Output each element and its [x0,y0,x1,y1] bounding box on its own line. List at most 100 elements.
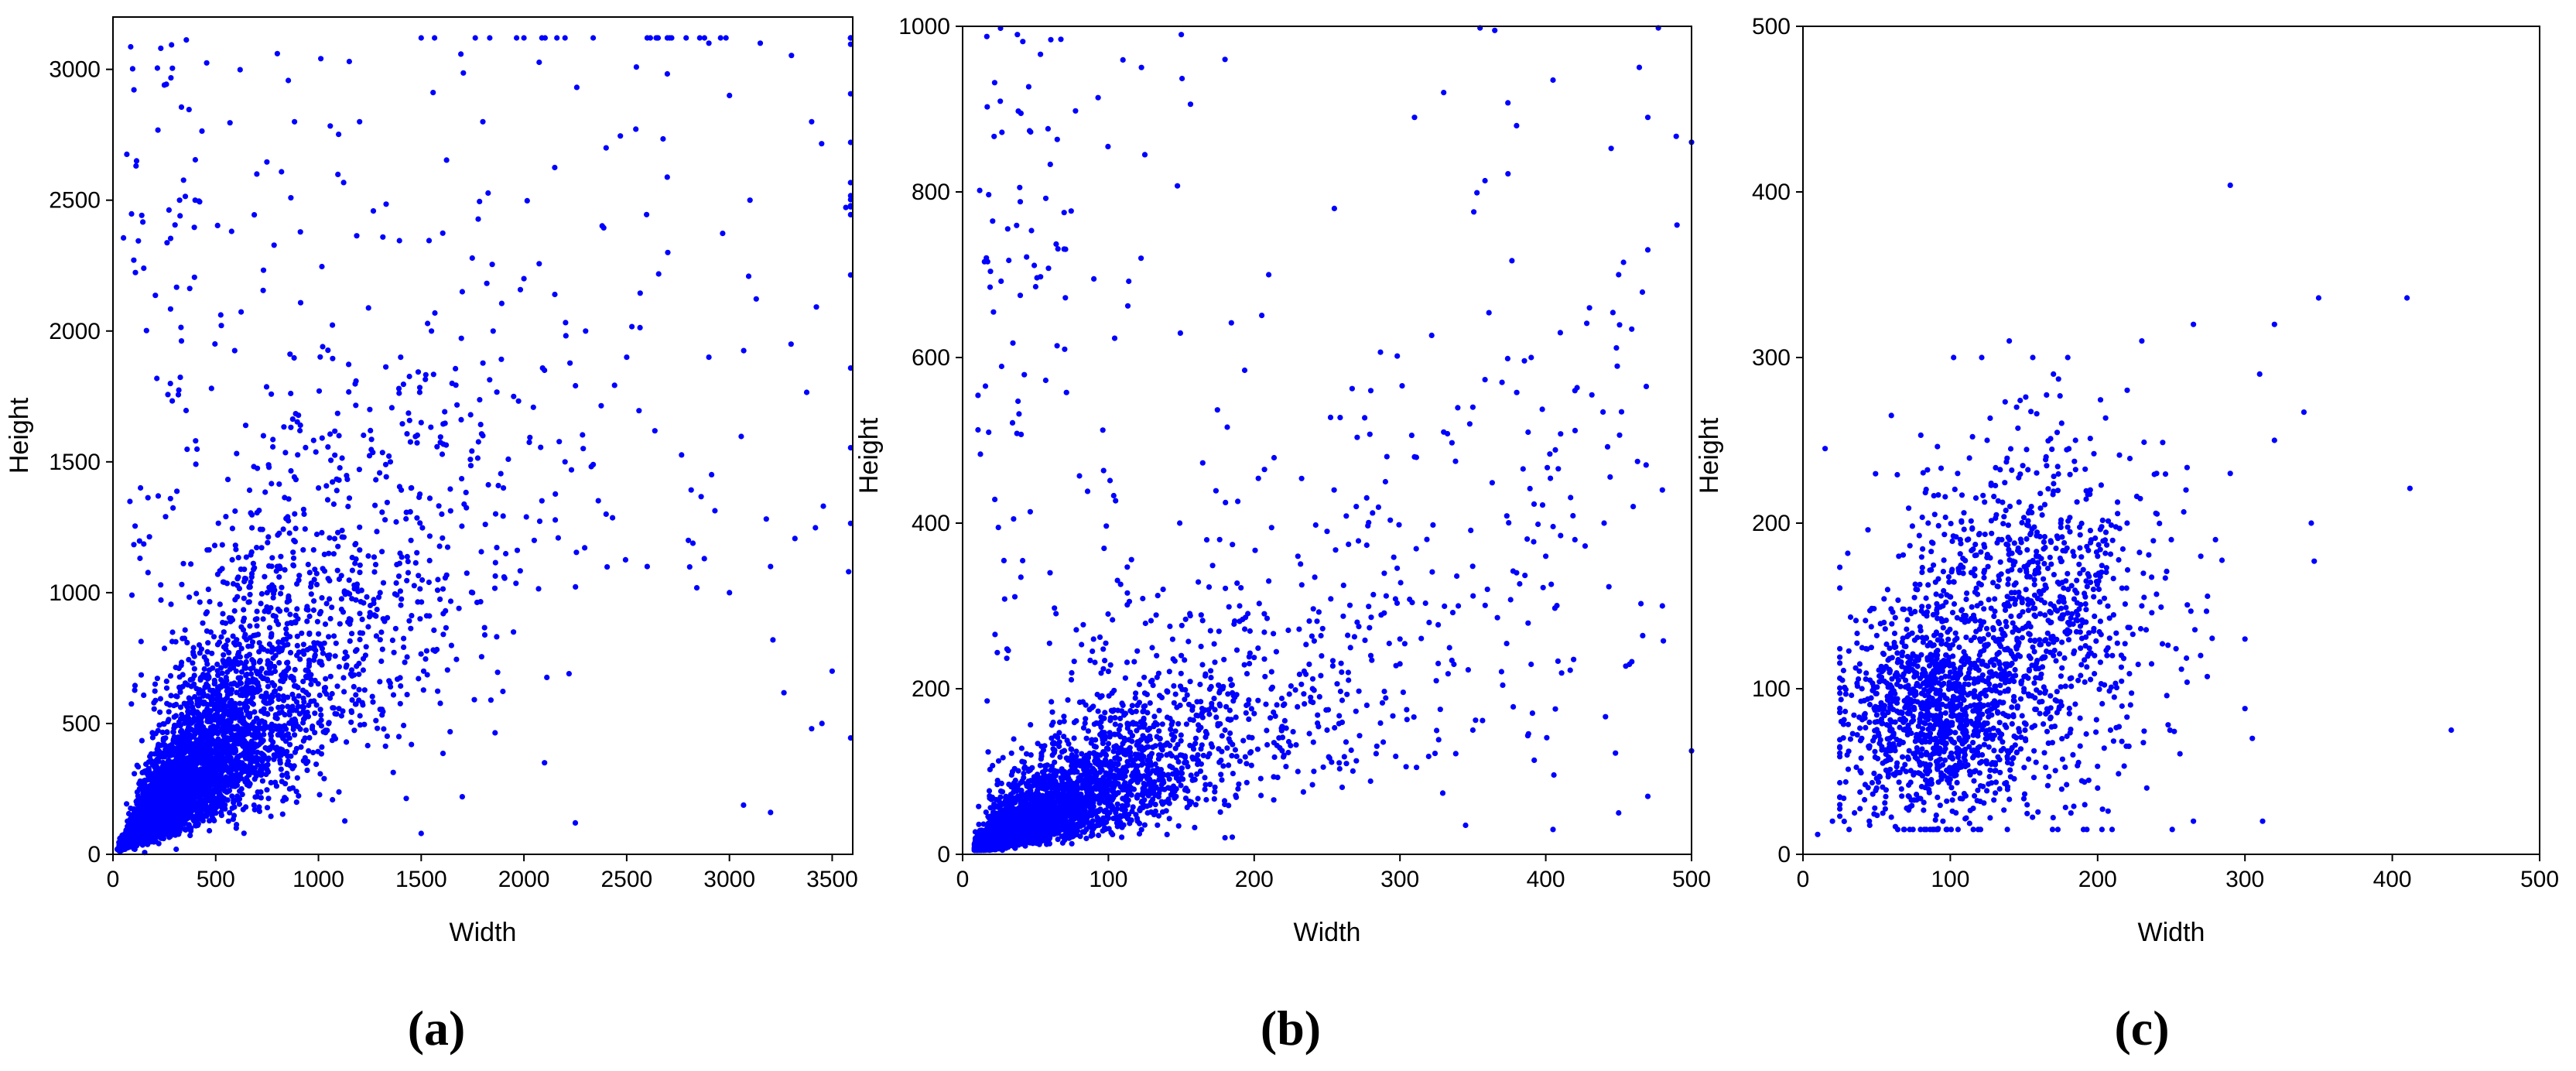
scatter-point [206,797,212,803]
scatter-point [321,775,327,782]
scatter-point [337,621,343,627]
scatter-point [228,697,234,704]
scatter-point [738,433,744,440]
scatter-point [245,677,251,683]
scatter-point [157,696,163,702]
scatter-point [340,708,346,714]
scatter-point [430,90,436,96]
scatter-point [223,514,229,520]
scatter-point [224,659,230,665]
scatter-point [395,385,402,392]
scatter-point [461,501,467,508]
scatter-point [664,174,670,180]
scatter-point [327,431,334,437]
scatter-point [276,574,282,580]
scatter-point [280,526,286,532]
scatter-point [186,656,192,663]
scatter-point [173,284,180,290]
scatter-point [287,741,293,748]
scatter-point [277,608,283,614]
scatter-point [335,171,341,177]
scatter-point [236,796,243,802]
scatter-point [204,657,210,664]
scatter-point [228,615,234,621]
scatter-point [138,672,145,678]
scatter-point [279,778,285,785]
scatter-point [133,163,139,169]
scatter-point [179,711,185,718]
scatter-point [256,640,262,646]
scatter-point [133,158,140,164]
scatter-point [357,722,364,728]
scatter-point [219,542,225,548]
scatter-point [313,761,320,768]
scatter-point [463,489,469,496]
scatter-point [234,450,240,457]
scatter-point [240,689,247,695]
scatter-point [140,219,146,225]
scatter-point [152,688,158,694]
scatter-point [227,666,233,672]
scatter-point [379,646,385,652]
scatter-point [226,649,232,656]
scatter-point [401,722,407,729]
scatter-point [334,488,340,494]
scatter-point [272,663,278,670]
scatter-point [417,586,423,592]
scatter-point [255,749,261,755]
scatter-point [404,692,410,698]
scatter-point [162,792,169,798]
scatter-point [294,606,300,612]
scatter-point [269,481,275,487]
scatter-point [205,587,211,593]
scatter-point [214,222,221,228]
scatter-point [186,107,192,113]
scatter-point [262,489,269,495]
scatter-point [193,822,199,828]
scatter-point [261,752,267,759]
scatter-point [379,509,385,515]
scatter-point [494,669,501,676]
scatter-point [277,686,283,692]
scatter-point [303,444,309,451]
scatter-point [182,680,189,686]
scatter-point [273,618,279,624]
scatter-point [128,210,135,217]
scatter-point [369,693,375,700]
scatter-point [168,75,174,81]
scatter-point [344,739,350,745]
scatter-point [340,180,347,186]
scatter-point [241,732,248,738]
scatter-point [417,520,423,526]
scatter-point [440,586,446,592]
scatter-point [285,642,291,648]
scatter-point [241,607,247,613]
scatter-point [610,515,616,521]
scatter-point [186,814,192,821]
scatter-point [212,340,218,347]
scatter-point [403,796,409,802]
scatter-point [187,833,193,839]
scatter-point [812,525,819,531]
scatter-point [247,591,253,597]
scatter-point [212,728,218,734]
scatter-point [230,633,236,639]
scatter-point [209,750,215,756]
scatter-point [248,643,255,649]
scatter-point [447,729,453,735]
scatter-point [176,829,183,835]
scatter-point [297,427,303,434]
scatter-point [354,581,361,587]
scatter-point [652,428,658,434]
scatter-point [319,529,325,536]
scatter-point [229,525,235,532]
scatter-point [164,240,170,246]
scatter-point [309,726,316,732]
scatter-point [292,666,298,673]
scatter-point [300,679,306,685]
scatter-point [256,756,262,762]
scatter-point [261,646,267,652]
scatter-point [257,733,263,739]
scatter-point [291,354,297,361]
